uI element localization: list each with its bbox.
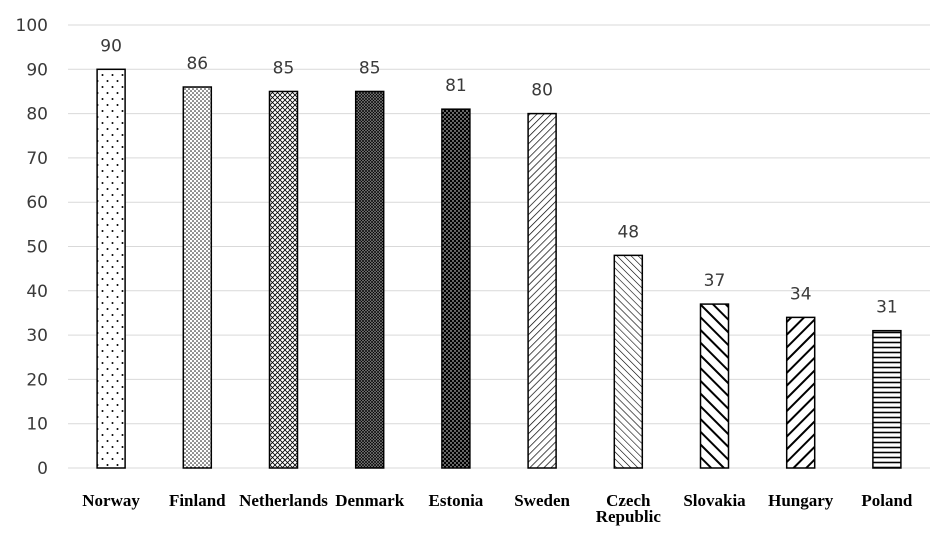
data-label: 85 [359, 58, 381, 78]
bar-estonia [441, 108, 471, 469]
x-category-label: Hungary [768, 491, 834, 510]
data-labels: 90 86 85 85 81 80 48 37 34 31 [100, 36, 897, 317]
x-category-line: Hungary [768, 491, 834, 510]
data-label: 37 [704, 271, 726, 291]
data-label: 80 [531, 81, 553, 101]
x-category-label: Slovakia [683, 491, 746, 510]
data-label: 34 [790, 284, 812, 304]
x-category-label: Netherlands [239, 491, 328, 510]
y-tick-label: 20 [26, 370, 48, 390]
y-tick-label: 50 [26, 238, 48, 258]
x-axis-categories: Norway Finland Netherlands Denmark Estonia Sw… [82, 491, 913, 526]
y-tick-label: 60 [26, 193, 48, 213]
x-category-label: Czech Republic [596, 491, 662, 526]
y-tick-label: 30 [26, 326, 48, 346]
x-category-line: Denmark [335, 491, 404, 510]
bar-norway [96, 68, 126, 469]
x-category-label: Estonia [429, 491, 484, 510]
y-tick-label: 70 [26, 149, 48, 169]
x-category-label: Finland [169, 491, 226, 510]
x-category-line: Estonia [429, 491, 484, 510]
y-tick-label: 40 [26, 282, 48, 302]
x-category-label: Poland [861, 491, 913, 510]
data-label: 86 [186, 54, 208, 74]
x-category-line: Slovakia [683, 491, 746, 510]
bars [96, 68, 902, 469]
bar-hungary [785, 316, 816, 469]
bar-slovakia [699, 303, 730, 469]
y-tick-label: 100 [16, 16, 48, 36]
y-axis-ticks: 0 10 20 30 40 50 60 70 80 90 100 [16, 16, 48, 479]
x-category-line: Republic [596, 507, 662, 526]
data-label: 90 [100, 36, 122, 56]
bar-netherlands [268, 90, 299, 469]
x-category-line: Norway [82, 491, 140, 510]
x-category-line: Czech [606, 491, 651, 510]
data-label: 81 [445, 76, 467, 96]
x-category-line: Sweden [514, 491, 570, 510]
y-tick-label: 10 [26, 415, 48, 435]
x-category-line: Netherlands [239, 491, 328, 510]
bar-sweden [527, 112, 557, 469]
bar-denmark [354, 90, 385, 469]
x-category-label: Sweden [514, 491, 570, 510]
y-tick-label: 0 [37, 459, 48, 479]
bar-finland [182, 86, 213, 469]
x-category-line: Poland [861, 491, 913, 510]
x-category-label: Denmark [335, 491, 404, 510]
x-category-line: Finland [169, 491, 226, 510]
bar-czech-republic [613, 254, 644, 469]
data-label: 85 [273, 58, 295, 78]
bar-poland [872, 329, 902, 469]
y-tick-label: 90 [26, 60, 48, 80]
x-category-label: Norway [82, 491, 140, 510]
y-tick-label: 80 [26, 105, 48, 125]
data-label: 48 [617, 222, 639, 242]
data-label: 31 [876, 298, 898, 318]
